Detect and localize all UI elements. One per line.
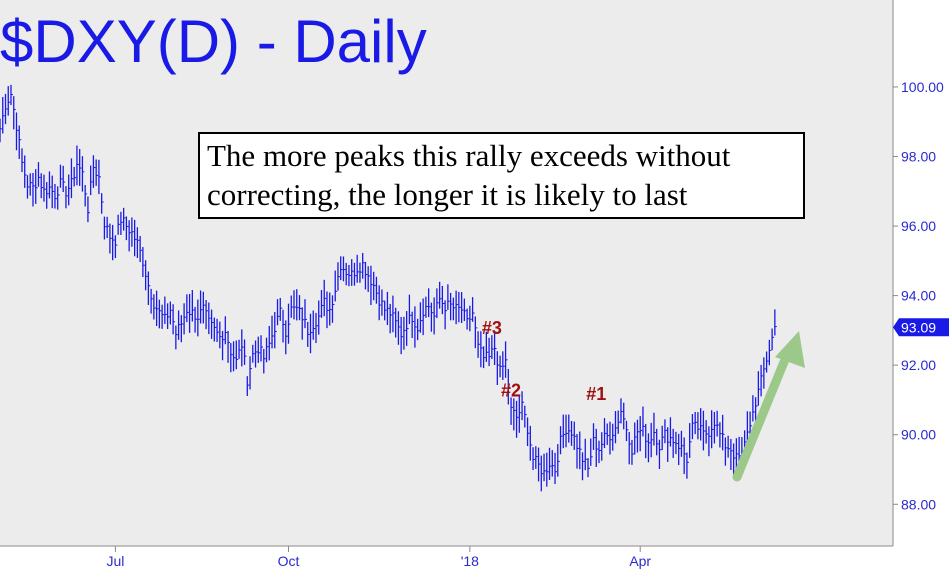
y-tick-label: 88.00 (901, 496, 936, 512)
x-tick-label: Jul (106, 553, 124, 569)
x-tick-label: Apr (629, 553, 651, 569)
y-ticks: 88.00 90.00 92.00 94.00 96.00 98.00 100.00 (893, 79, 944, 512)
last-value-label: 93.09 (901, 319, 936, 335)
y-tick-label: 98.00 (901, 148, 936, 164)
y-tick-label: 92.00 (901, 357, 936, 373)
x-ticks: Jul Oct '18 Apr (106, 546, 651, 569)
annotation-box (198, 132, 805, 219)
y-tick-label: 94.00 (901, 288, 936, 304)
y-tick-label: 100.00 (901, 79, 944, 95)
annotation-line-2: correcting, the longer it is likely to l… (207, 177, 688, 212)
x-tick-label: Oct (278, 553, 300, 569)
peak-label: #3 (482, 318, 502, 338)
trend-arrow-icon (732, 331, 805, 482)
y-tick-label: 90.00 (901, 427, 936, 443)
last-value-tag: 93.09 (893, 318, 949, 337)
y-tick-label: 96.00 (901, 218, 936, 234)
peak-label: #2 (501, 380, 521, 400)
x-tick-label: '18 (461, 553, 479, 569)
x-axis-panel (0, 546, 893, 573)
peak-labels: #3 #2 #1 (482, 318, 606, 404)
annotation-line-1: The more peaks this rally exceeds withou… (207, 138, 731, 173)
chart-title: $DXY(D) - Daily (0, 8, 427, 75)
y-axis-panel (893, 0, 949, 573)
last-value-tag-shape (893, 318, 949, 337)
peak-label: #1 (586, 384, 606, 404)
price-bars (0, 84, 777, 492)
